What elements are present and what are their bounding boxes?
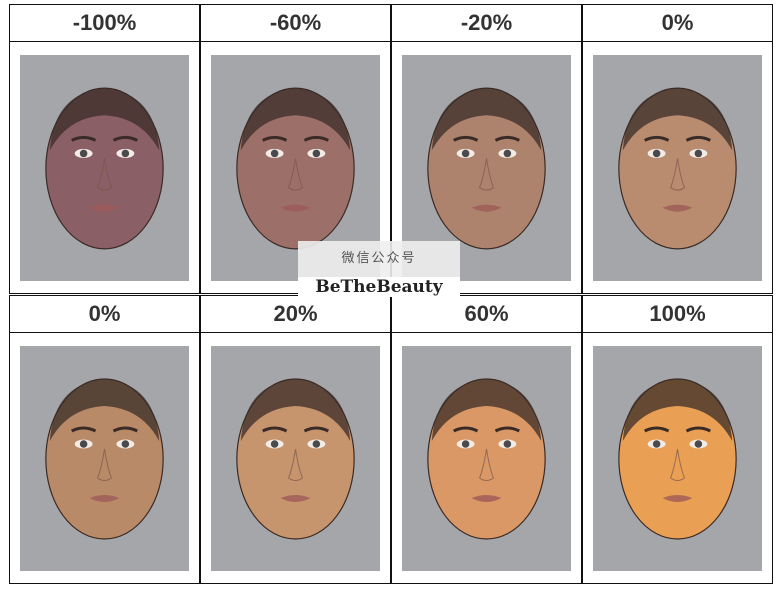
face-cell: 0%: [582, 4, 773, 294]
face-illustration: [236, 378, 355, 540]
face-illustration: [427, 378, 546, 540]
face-illustration: [236, 87, 355, 250]
face-cell: 60%: [391, 295, 582, 584]
watermark-brand-text: BeTheBeauty: [298, 277, 460, 297]
face-cell: 100%: [582, 295, 773, 584]
face-grid: -100% -60% -20% 0% 0% 20% 60% 100%: [9, 4, 773, 584]
face-photo: [211, 346, 380, 571]
percent-label: 0%: [583, 5, 772, 42]
face-cell: 20%: [200, 295, 391, 584]
face-photo: [402, 346, 571, 571]
face-photo: [593, 346, 762, 571]
face-illustration: [618, 87, 737, 250]
percent-label: -20%: [392, 5, 581, 42]
watermark-wechat-text: 微信公众号: [298, 241, 460, 277]
face-photo: [20, 346, 189, 571]
face-illustration: [45, 378, 164, 540]
percent-label: -100%: [10, 5, 199, 42]
face-photo: [20, 55, 189, 281]
face-cell: 0%: [9, 295, 200, 584]
percent-label: 20%: [201, 296, 390, 333]
percent-label: 60%: [392, 296, 581, 333]
face-cell: -100%: [9, 4, 200, 294]
face-illustration: [45, 87, 164, 250]
percent-label: -60%: [201, 5, 390, 42]
watermark: 微信公众号 BeTheBeauty: [298, 241, 460, 297]
face-photo: [211, 55, 380, 281]
face-illustration: [427, 87, 546, 250]
face-illustration: [618, 378, 737, 540]
face-photo: [593, 55, 762, 281]
percent-label: 100%: [583, 296, 772, 333]
percent-label: 0%: [10, 296, 199, 333]
